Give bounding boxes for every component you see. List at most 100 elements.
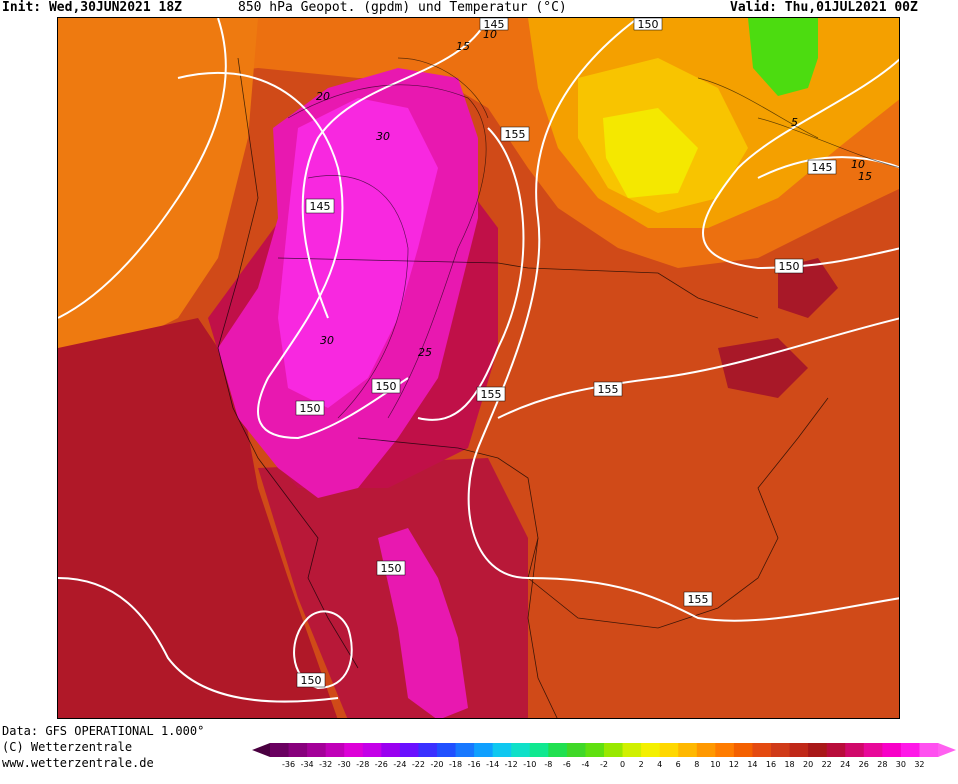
legend-swatch <box>808 743 828 757</box>
legend-tick-label: 18 <box>784 760 794 769</box>
website-label: www.wetterzentrale.de <box>2 756 154 770</box>
geopot-label-6: 150 <box>371 378 401 394</box>
legend-tick-label: -6 <box>563 760 571 769</box>
svg-text:150: 150 <box>376 380 397 393</box>
legend-swatch <box>548 743 568 757</box>
geopot-label-4: 150 <box>633 18 663 31</box>
legend-tick-label: -26 <box>375 760 388 769</box>
legend-tick-label: 24 <box>840 760 850 769</box>
temp-label-6: 25 <box>418 346 432 359</box>
svg-text:155: 155 <box>505 128 526 141</box>
temp-label-9: 15 <box>858 170 872 183</box>
geopot-label-7: 150 <box>295 400 325 416</box>
legend-tick-label: -4 <box>581 760 589 769</box>
svg-text:155: 155 <box>598 383 619 396</box>
legend-swatch <box>863 743 883 757</box>
legend-tick-label: 14 <box>747 760 757 769</box>
legend-tick-label: 4 <box>657 760 662 769</box>
temp-field-east-hotspot <box>718 338 808 398</box>
legend-swatch <box>585 743 605 757</box>
legend-swatch <box>529 743 549 757</box>
temp-field-dark-red-southwest <box>58 318 338 718</box>
legend-swatch <box>362 743 382 757</box>
temperature-color-legend: -36 -34 -32 -30 -28 -26 -24 -22 -20 -18 -16 -14 -12-… <box>252 740 958 780</box>
legend-tick-label: -22 <box>412 760 425 769</box>
legend-tick-label: -18 <box>449 760 462 769</box>
legend-swatch <box>437 743 457 757</box>
svg-text:155: 155 <box>481 388 502 401</box>
svg-text:145: 145 <box>812 161 833 174</box>
temp-field-baja-plume <box>378 528 468 718</box>
legend-swatch <box>418 743 438 757</box>
legend-tick-label: 16 <box>766 760 776 769</box>
legend-swatch <box>492 743 512 757</box>
legend-swatch <box>604 743 624 757</box>
init-time-label: Init: Wed,30JUN2021 18Z <box>2 0 183 15</box>
legend-swatch <box>678 743 698 757</box>
temp-label-3: 30 <box>376 130 390 143</box>
legend-swatch <box>307 743 327 757</box>
temperature-labels: 10 15 30 20 30 25 5 10 15 <box>316 28 872 359</box>
geopot-label-12: 155 <box>593 381 623 397</box>
svg-text:150: 150 <box>638 18 659 31</box>
weather-map[interactable]: 145 145 145 150 150 150 150 150 150 155 … <box>57 17 900 719</box>
legend-swatch <box>900 743 920 757</box>
legend-tick-label: 0 <box>620 760 625 769</box>
temp-label-4: 20 <box>316 90 330 103</box>
legend-tick-label: -16 <box>468 760 481 769</box>
temperature-contours <box>287 57 899 419</box>
temp-label-2: 15 <box>456 40 470 53</box>
copyright-label: (C) Wetterzentrale <box>2 740 133 754</box>
temp-field-green <box>748 18 818 96</box>
legend-tick-label: -20 <box>430 760 443 769</box>
legend-tick-label: 22 <box>822 760 832 769</box>
legend-tick-label: -14 <box>486 760 499 769</box>
geopot-label-13: 155 <box>683 591 713 607</box>
svg-text:150: 150 <box>300 402 321 415</box>
legend-tick-label: -10 <box>523 760 536 769</box>
map-title: 850 hPa Geopot. (gpdm) und Temperatur (°… <box>238 0 567 15</box>
temp-label-1: 10 <box>483 28 497 41</box>
temp-field-brightyellow <box>603 108 698 198</box>
legend-swatch <box>752 743 772 757</box>
legend-swatch <box>882 743 902 757</box>
geopot-label-1: 145 <box>305 198 335 214</box>
geopot-label-11: 155 <box>476 386 506 402</box>
temp-label-7: 5 <box>791 116 798 129</box>
svg-text:150: 150 <box>779 260 800 273</box>
legend-arrow-right <box>938 743 956 757</box>
legend-swatch <box>511 743 531 757</box>
legend-arrow-left <box>252 743 270 757</box>
legend-tick-label: 32 <box>914 760 924 769</box>
legend-swatch <box>733 743 753 757</box>
svg-text:155: 155 <box>688 593 709 606</box>
geopot-label-5: 150 <box>774 258 804 274</box>
data-source-label: Data: GFS OPERATIONAL 1.000° <box>2 724 205 738</box>
temp-field-pink-core <box>278 98 438 408</box>
svg-text:150: 150 <box>301 674 322 687</box>
legend-tick-label: -36 <box>282 760 295 769</box>
legend-swatch <box>789 743 809 757</box>
legend-tick-label: -28 <box>356 760 369 769</box>
geopot-label-3: 145 <box>807 159 837 175</box>
geopot-label-9: 150 <box>296 672 326 688</box>
legend-tick-label: -24 <box>393 760 406 769</box>
legend-swatch <box>641 743 661 757</box>
legend-swatch <box>622 743 642 757</box>
valid-time-label: Valid: Thu,01JUL2021 00Z <box>730 0 918 15</box>
legend-tick-label: -32 <box>319 760 332 769</box>
legend-tick-label: 26 <box>859 760 869 769</box>
legend-swatch <box>659 743 679 757</box>
legend-swatch <box>474 743 494 757</box>
legend-swatch <box>270 743 290 757</box>
legend-swatch <box>455 743 475 757</box>
legend-swatch <box>771 743 791 757</box>
legend-tick-label: 30 <box>896 760 906 769</box>
geopot-label-10: 155 <box>500 126 530 142</box>
legend-swatch <box>325 743 345 757</box>
legend-swatch <box>826 743 846 757</box>
legend-tick-label: 6 <box>676 760 681 769</box>
legend-tick-label: -12 <box>505 760 518 769</box>
legend-swatch <box>715 743 735 757</box>
legend-tick-label: -2 <box>600 760 608 769</box>
